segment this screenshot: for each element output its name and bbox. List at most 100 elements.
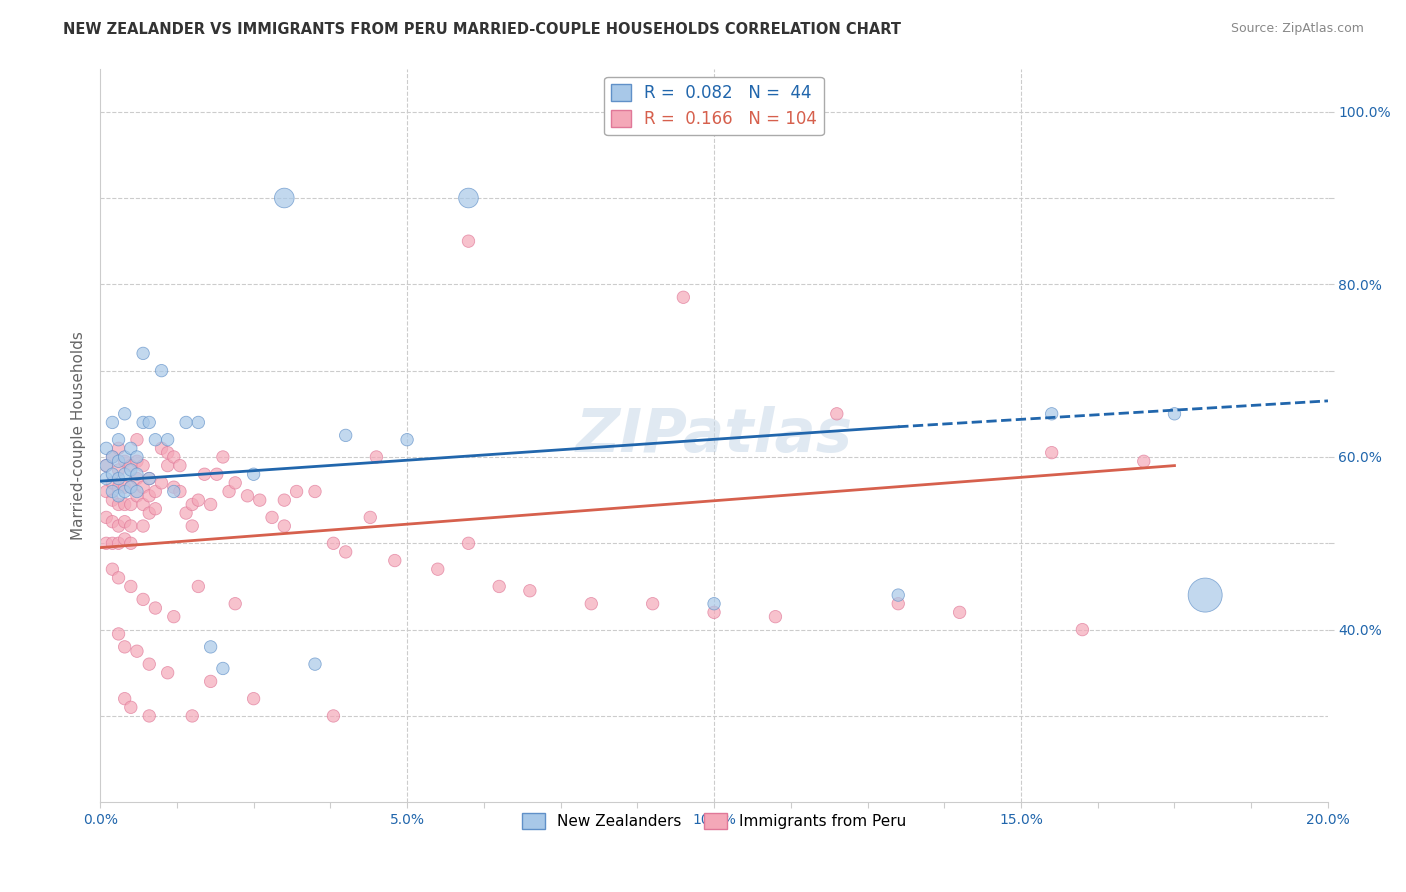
Point [114, 484, 136, 499]
Point [163, 480, 186, 494]
Point [359, 510, 381, 524]
Point [249, 493, 271, 508]
Point [138, 506, 160, 520]
Point [224, 597, 246, 611]
Point [193, 467, 215, 482]
Point [949, 605, 972, 619]
Point [212, 661, 235, 675]
Point [114, 450, 136, 464]
Point [107, 480, 129, 494]
Point [641, 597, 664, 611]
Point [107, 536, 129, 550]
Point [156, 458, 179, 473]
Point [114, 515, 136, 529]
Point [825, 407, 848, 421]
Point [96, 484, 118, 499]
Point [107, 571, 129, 585]
Point [120, 700, 142, 714]
Point [887, 588, 910, 602]
Point [242, 691, 264, 706]
Point [96, 471, 118, 485]
Point [304, 657, 326, 672]
Point [138, 489, 160, 503]
Point [107, 454, 129, 468]
Point [519, 583, 541, 598]
Point [145, 601, 167, 615]
Point [132, 498, 155, 512]
Text: NEW ZEALANDER VS IMMIGRANTS FROM PERU MARRIED-COUPLE HOUSEHOLDS CORRELATION CHAR: NEW ZEALANDER VS IMMIGRANTS FROM PERU MA… [63, 22, 901, 37]
Point [200, 640, 222, 654]
Point [181, 709, 204, 723]
Point [169, 484, 191, 499]
Point [150, 364, 173, 378]
Point [138, 471, 160, 485]
Point [457, 191, 479, 205]
Point [101, 467, 124, 482]
Point [120, 480, 142, 494]
Point [236, 489, 259, 503]
Point [107, 433, 129, 447]
Point [107, 519, 129, 533]
Point [273, 519, 295, 533]
Point [200, 674, 222, 689]
Point [156, 433, 179, 447]
Point [1040, 407, 1063, 421]
Point [581, 597, 603, 611]
Point [703, 597, 725, 611]
Point [96, 442, 118, 456]
Point [125, 489, 148, 503]
Point [125, 433, 148, 447]
Point [120, 536, 142, 550]
Point [1133, 454, 1156, 468]
Point [138, 657, 160, 672]
Point [384, 553, 406, 567]
Point [120, 480, 142, 494]
Y-axis label: Married-couple Households: Married-couple Households [72, 331, 86, 540]
Point [125, 471, 148, 485]
Point [120, 458, 142, 473]
Point [260, 510, 283, 524]
Point [120, 442, 142, 456]
Point [150, 475, 173, 490]
Point [107, 463, 129, 477]
Point [101, 493, 124, 508]
Point [145, 501, 167, 516]
Point [96, 510, 118, 524]
Point [125, 467, 148, 482]
Point [107, 627, 129, 641]
Point [150, 442, 173, 456]
Point [218, 484, 240, 499]
Point [224, 475, 246, 490]
Point [101, 450, 124, 464]
Point [304, 484, 326, 499]
Point [125, 644, 148, 658]
Point [169, 458, 191, 473]
Point [174, 416, 197, 430]
Point [366, 450, 388, 464]
Point [101, 515, 124, 529]
Point [335, 428, 357, 442]
Point [138, 416, 160, 430]
Point [101, 484, 124, 499]
Point [1071, 623, 1094, 637]
Point [114, 407, 136, 421]
Point [125, 450, 148, 464]
Point [120, 463, 142, 477]
Point [101, 475, 124, 490]
Point [138, 709, 160, 723]
Point [114, 532, 136, 546]
Point [205, 467, 228, 482]
Text: ZIPatlas: ZIPatlas [575, 406, 852, 465]
Point [765, 609, 787, 624]
Point [145, 484, 167, 499]
Point [1040, 445, 1063, 459]
Point [114, 640, 136, 654]
Point [285, 484, 308, 499]
Point [125, 484, 148, 499]
Point [335, 545, 357, 559]
Point [887, 597, 910, 611]
Point [107, 489, 129, 503]
Legend: New Zealanders, Immigrants from Peru: New Zealanders, Immigrants from Peru [516, 806, 912, 835]
Point [107, 471, 129, 485]
Point [132, 519, 155, 533]
